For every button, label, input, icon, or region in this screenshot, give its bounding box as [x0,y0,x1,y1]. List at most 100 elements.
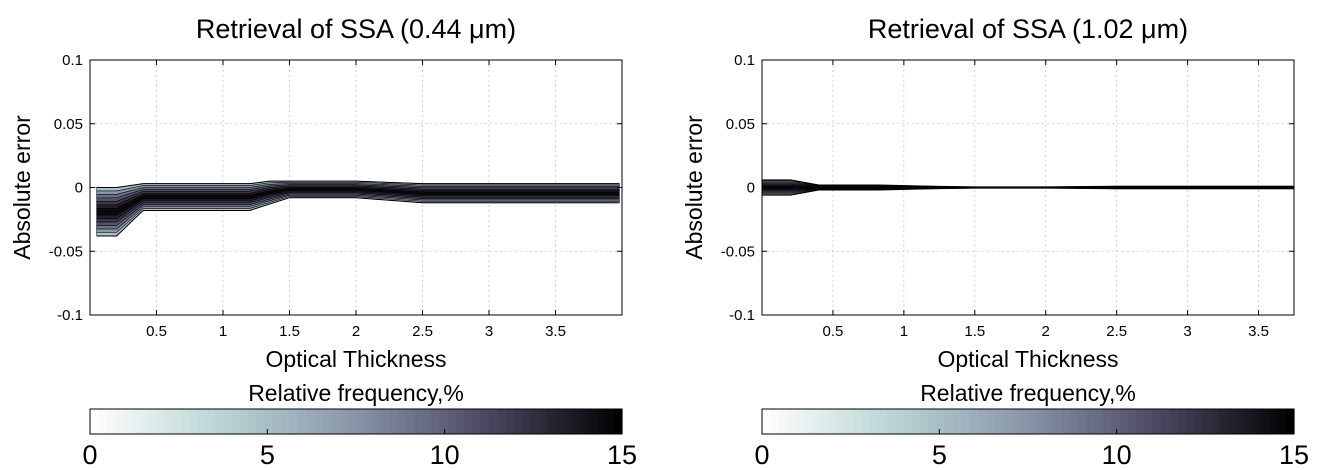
colorbar-swatch [961,409,971,434]
colorbar-tick-label: 15 [1279,440,1309,470]
colorbar-swatch [572,409,582,434]
colorbar-swatch [198,409,207,434]
colorbar-swatch [206,409,216,434]
colorbar-swatch [911,409,921,434]
colorbar-swatch [123,409,133,434]
colorbar-swatch [106,409,116,434]
colorbar-swatch [1011,409,1021,434]
colorbar-swatch [214,409,224,434]
colorbar-swatch [480,409,490,434]
colorbar-swatch [1161,409,1170,434]
chart-title: Retrieval of SSA (0.44 μm) [196,14,516,44]
colorbar-swatch [878,409,888,434]
colorbar-swatch [853,409,863,434]
colorbar-swatch [845,409,855,434]
colorbar-swatch [1260,409,1270,434]
colorbar-swatch [472,409,482,434]
chart-panel-2: Retrieval of SSA (1.02 μm) 0.5 1 1.5 2 2.5 3 3.… [681,14,1309,470]
colorbar-swatch [530,409,540,434]
colorbar-swatch [464,409,473,434]
colorbar-swatch [364,409,374,434]
colorbar-swatch [356,409,365,434]
colorbar: 0 5 10 15 [82,408,637,470]
colorbar-swatch [522,409,532,434]
colorbar-frame [761,408,1295,435]
colorbar-swatch [98,409,108,434]
colorbar-swatch [1152,409,1162,434]
x-axis-label: Optical Thickness [265,346,446,372]
colorbar-swatch [264,409,274,434]
x-tick-label: 0.5 [823,323,844,340]
colorbar-label: Relative frequency,% [248,380,464,406]
colorbar-swatch [239,409,249,434]
colorbar-swatch [836,409,846,434]
colorbar-swatch [414,409,424,434]
colorbar-swatch [430,409,440,434]
colorbar-swatch [405,409,415,434]
colorbar-swatch [1177,409,1187,434]
colorbar-swatch [181,409,191,434]
x-tick-label: 3.5 [545,323,566,340]
colorbar-swatch [505,409,515,434]
colorbar-swatch [1111,409,1121,434]
colorbar-swatch [1052,409,1062,434]
colorbar-swatch [164,409,174,434]
colorbar-swatch [439,409,449,434]
y-tick-label: 0 [75,180,83,197]
colorbar-swatch [173,409,183,434]
band-upper-edge [762,179,1294,188]
colorbar-label: Relative frequency,% [920,380,1136,406]
y-tick-label: -0.1 [729,307,755,324]
colorbar-swatch [944,409,954,434]
colorbar-swatch [1219,409,1229,434]
colorbar-swatch [969,409,979,434]
y-tick-label: 0.05 [726,116,755,133]
colorbar-swatch [372,409,382,434]
y-tick-label: 0.1 [734,52,755,69]
colorbar-swatch [1102,409,1112,434]
colorbar-swatch [555,409,565,434]
colorbar-swatch [1227,409,1237,434]
colorbar-swatch [90,409,99,434]
y-axis-label: Absolute error [681,115,707,260]
colorbar-swatch [114,409,124,434]
colorbar-swatch [131,409,141,434]
colorbar-swatch [189,409,199,434]
colorbar-swatch [297,409,307,434]
colorbar-swatch [786,409,796,434]
colorbar-swatch [580,409,590,434]
band-lower-edge [762,187,1294,196]
colorbar-swatch [588,409,598,434]
colorbar-swatch [347,409,357,434]
colorbar-swatch [778,409,788,434]
colorbar-swatch [1169,409,1179,434]
chart-title: Retrieval of SSA (1.02 μm) [868,14,1188,44]
colorbar-swatch [247,409,257,434]
colorbar-swatch [513,409,523,434]
colorbar-swatch [389,409,399,434]
colorbar-swatch [762,409,771,434]
colorbar-swatch [811,409,821,434]
colorbar-swatch [820,409,830,434]
colorbar-swatch [795,409,805,434]
x-axis-label: Optical Thickness [937,346,1118,372]
colorbar-swatch [380,409,390,434]
colorbar-swatch [1194,409,1204,434]
colorbar-swatch [231,409,241,434]
x-tick-label: 0.5 [146,323,167,340]
colorbar-swatch [613,409,623,434]
x-tick-label: 2 [1042,323,1050,340]
x-tick-label: 3 [1183,323,1191,340]
colorbar-swatch [1277,409,1287,434]
colorbar-swatch [1061,409,1071,434]
colorbar-swatch [605,409,615,434]
colorbar-frame [89,408,623,435]
colorbar-swatch [1202,409,1212,434]
colorbar-swatch [281,409,291,434]
colorbar-swatch [339,409,349,434]
colorbar-swatch [139,409,149,434]
colorbar-swatch [1185,409,1195,434]
colorbar-swatch [1285,409,1295,434]
colorbar-swatch [331,409,340,434]
